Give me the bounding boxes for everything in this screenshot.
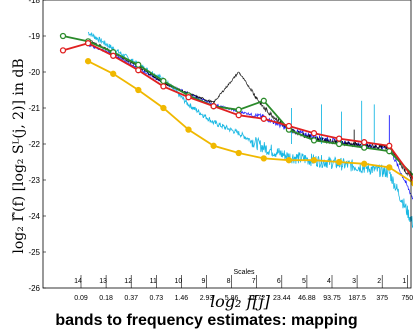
frequency-tick-label: 187.5 xyxy=(348,295,366,302)
frequency-tick-label: 93.75 xyxy=(323,295,341,302)
y-tick-label: -20 xyxy=(28,68,40,77)
series-4-point xyxy=(285,122,293,130)
series-5-point xyxy=(84,58,92,65)
frequency-tick-label: 11.72 xyxy=(248,295,265,302)
series-4-point xyxy=(260,115,267,122)
scale-tick-label: 12 xyxy=(124,278,132,285)
series-4-point xyxy=(110,52,117,59)
series-4-point xyxy=(386,142,393,149)
frequency-tick-label: 1.46 xyxy=(175,295,189,302)
series-4-point xyxy=(59,47,67,54)
series-5-point xyxy=(260,155,267,162)
series-4-point xyxy=(210,103,217,110)
frequency-tick-label: 0.09 xyxy=(74,295,88,302)
y-tick-label: -18 xyxy=(28,0,40,5)
series-3-point xyxy=(59,32,67,40)
series-4-point xyxy=(135,67,142,74)
series-5-point xyxy=(361,160,368,167)
figure-caption: bands to frequency estimates: mapping xyxy=(55,312,358,329)
series-4-point xyxy=(84,40,92,47)
series-4-point xyxy=(361,139,368,146)
y-tick-label: -24 xyxy=(28,212,40,221)
scale-tick-label: 11 xyxy=(150,278,157,285)
series-5-point xyxy=(335,158,343,166)
y-axis-title: log₂ Γ̂(f) [log₂ Sᴸ(j, 2)] in dB xyxy=(11,58,27,253)
series-5-point xyxy=(310,157,318,164)
series-5-point xyxy=(135,86,142,94)
scale-tick-label: 5 xyxy=(302,278,306,285)
series-3-point xyxy=(160,77,167,85)
series-4-point xyxy=(310,130,318,137)
frequency-tick-label: 2.93 xyxy=(200,295,214,302)
series-3-point xyxy=(335,140,343,148)
y-tick-label: -19 xyxy=(28,32,40,41)
scale-tick-label: 6 xyxy=(277,278,281,285)
frequency-tick-label: 0.37 xyxy=(124,295,138,302)
y-tick-label: -26 xyxy=(28,284,40,293)
y-tick-label: -21 xyxy=(28,104,40,113)
frequency-tick-label: 5.86 xyxy=(225,295,239,302)
series-3-point xyxy=(361,144,368,151)
series-5-line xyxy=(87,60,413,184)
series-5-point xyxy=(160,104,167,112)
y-tick-label: -23 xyxy=(28,176,40,185)
scale-tick-label: 2 xyxy=(377,278,381,285)
scale-tick-label: 14 xyxy=(74,278,82,285)
scales-axis-title: Scales xyxy=(233,269,255,276)
frequency-tick-label: 375 xyxy=(376,295,388,302)
y-tick-label: -25 xyxy=(28,248,40,257)
series-3-point xyxy=(135,61,142,68)
series-4-point xyxy=(335,135,343,142)
scale-tick-label: 3 xyxy=(352,278,356,285)
series-layer xyxy=(59,31,413,229)
series-0-trace xyxy=(88,31,413,229)
scale-tick-label: 7 xyxy=(252,278,256,285)
frequency-tick-label: 0.73 xyxy=(149,295,163,302)
frequency-tick-label: 0.18 xyxy=(99,295,113,302)
series-5-point xyxy=(235,149,242,157)
scale-tick-label: 4 xyxy=(327,278,331,285)
scale-tick-label: 8 xyxy=(227,278,231,285)
series-5-point xyxy=(386,164,393,171)
frequency-tick-label: 750 xyxy=(401,295,413,302)
series-3-point xyxy=(235,106,242,113)
series-2-trace xyxy=(87,38,413,185)
y-tick-label: -22 xyxy=(28,140,40,149)
scale-tick-label: 13 xyxy=(99,278,107,285)
scale-tick-label: 9 xyxy=(202,278,206,285)
series-5-point xyxy=(210,142,217,149)
frequency-tick-label: 23.44 xyxy=(273,295,291,302)
scale-tick-label: 1 xyxy=(402,278,406,285)
series-5-point xyxy=(110,70,117,77)
series-5-point xyxy=(285,157,293,164)
series-5-point xyxy=(185,126,192,133)
series-4-point xyxy=(185,94,192,101)
series-3-point xyxy=(260,97,267,104)
series-4-point xyxy=(160,83,167,90)
series-3-point xyxy=(310,137,318,144)
series-4-point xyxy=(235,112,242,119)
frequency-tick-label: 46.88 xyxy=(298,295,316,302)
x-axis-title: log₂ f[j] xyxy=(210,292,271,311)
scale-tick-label: 10 xyxy=(175,278,183,285)
